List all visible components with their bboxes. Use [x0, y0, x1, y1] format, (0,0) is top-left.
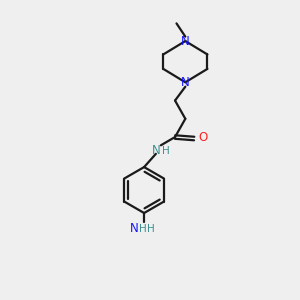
- Text: O: O: [198, 130, 208, 143]
- Text: H: H: [162, 146, 170, 156]
- Text: H: H: [139, 224, 146, 235]
- Text: H: H: [147, 224, 154, 235]
- Text: N: N: [130, 222, 139, 236]
- Text: N: N: [181, 76, 190, 89]
- Text: N: N: [152, 144, 160, 157]
- Text: N: N: [181, 34, 190, 48]
